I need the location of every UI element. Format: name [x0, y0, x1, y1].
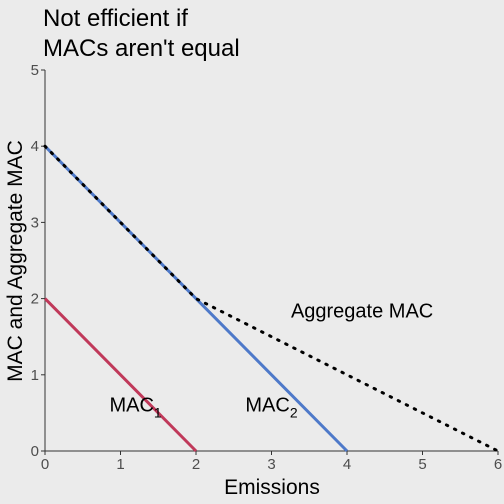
- x-tick-label: 0: [41, 456, 49, 473]
- y-tick-label: 3: [31, 214, 39, 231]
- x-tick-label: 5: [418, 456, 426, 473]
- series-label-2: MAC2: [245, 394, 297, 420]
- y-tick-label: 0: [31, 443, 39, 460]
- x-tick-label: 4: [343, 456, 351, 473]
- y-axis-label: MAC and Aggregate MAC: [4, 140, 27, 382]
- y-tick-label: 4: [31, 138, 39, 155]
- x-tick-label: 1: [116, 456, 124, 473]
- series-label-3: Aggregate MAC: [291, 301, 433, 323]
- series-label-1: MAC1: [109, 394, 161, 420]
- y-tick-label: 1: [31, 367, 39, 384]
- series-line-1: [45, 299, 196, 451]
- x-tick-label: 6: [494, 456, 502, 473]
- y-tick-label: 5: [31, 62, 39, 79]
- x-tick-label: 2: [192, 456, 200, 473]
- x-axis-label: Emissions: [224, 476, 320, 499]
- x-tick-label: 3: [267, 456, 275, 473]
- y-tick-label: 2: [31, 291, 39, 308]
